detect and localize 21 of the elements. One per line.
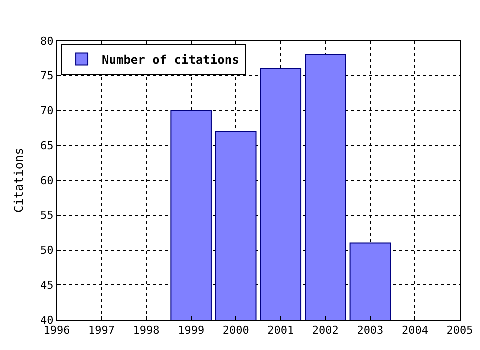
y-tick-label: 65: [40, 139, 54, 152]
y-tick-label: 50: [40, 244, 54, 258]
y-tick-label: 70: [40, 104, 54, 118]
y-tick-label: 75: [40, 70, 54, 83]
x-tick-label: 1996: [44, 324, 70, 338]
x-tick-label: 2000: [222, 324, 250, 338]
x-tick-label: 2005: [446, 324, 474, 338]
x-tick-label: 2001: [268, 324, 294, 338]
legend-label: Number of citations: [102, 52, 240, 67]
x-tick-label: 1997: [88, 324, 116, 338]
y-tick-label: 60: [40, 174, 54, 188]
y-tick-label: 40: [40, 314, 54, 327]
x-tick-label: 1999: [178, 324, 205, 338]
x-tick-label: 2002: [312, 324, 339, 338]
x-tick-label: 2003: [357, 324, 384, 338]
x-tick-label: 2004: [402, 324, 429, 338]
y-tick-label: 45: [40, 278, 54, 292]
x-tick-label: 1998: [133, 324, 160, 338]
y-axis-title: Citations: [12, 148, 26, 214]
y-tick-label: 55: [40, 209, 54, 222]
y-tick-label: 80: [40, 34, 54, 48]
